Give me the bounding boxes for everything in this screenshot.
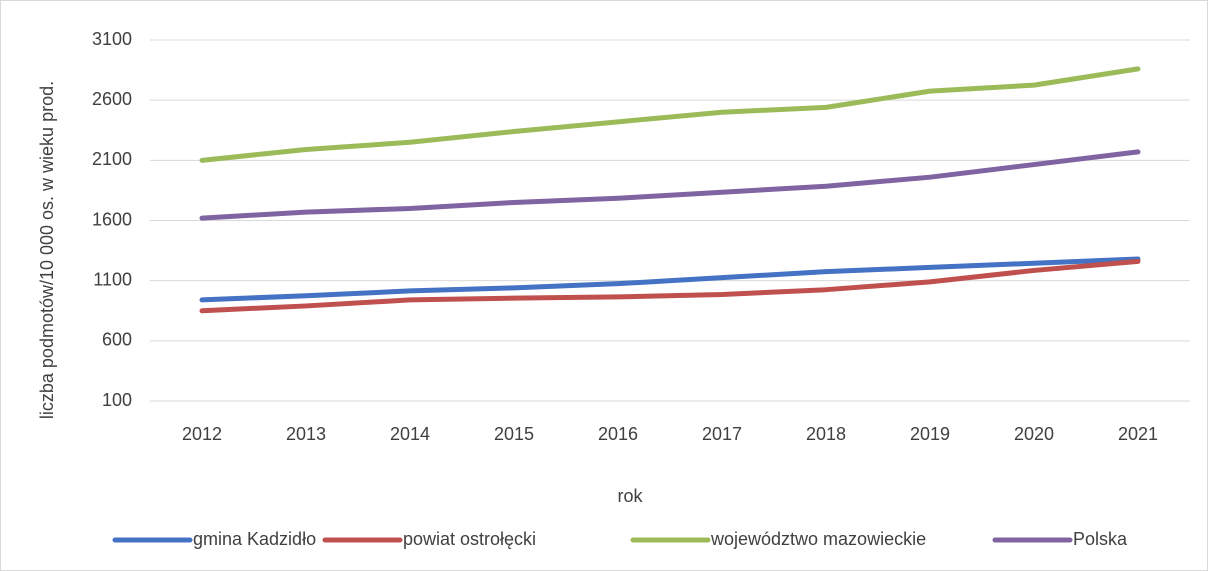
series-line — [199, 66, 1141, 163]
x-tick-label: 2014 — [390, 424, 430, 444]
x-tick-label: 2020 — [1014, 424, 1054, 444]
y-tick-label: 100 — [102, 390, 132, 410]
legend-label: województwo mazowieckie — [710, 529, 926, 549]
x-tick-label: 2013 — [286, 424, 326, 444]
y-tick-label: 2600 — [92, 89, 132, 109]
y-axis-label: liczba podmotów/10 000 os. w wieku prod. — [37, 81, 57, 419]
legend-label: Polska — [1073, 529, 1128, 549]
y-tick-label: 1600 — [92, 209, 132, 229]
series-line — [199, 149, 1141, 221]
y-tick-label: 3100 — [92, 29, 132, 49]
x-tick-label: 2015 — [494, 424, 534, 444]
x-tick-label: 2017 — [702, 424, 742, 444]
x-tick-label: 2021 — [1118, 424, 1158, 444]
legend-label: powiat ostrołęcki — [403, 529, 536, 549]
x-axis-label: rok — [617, 486, 643, 506]
x-tick-label: 2012 — [182, 424, 222, 444]
y-tick-label: 1100 — [93, 269, 132, 289]
legend-label: gmina Kadzidło — [193, 529, 316, 549]
y-tick-label: 2100 — [92, 149, 132, 169]
x-tick-label: 2019 — [910, 424, 950, 444]
x-tick-label: 2016 — [598, 424, 638, 444]
series-line — [199, 258, 1141, 314]
series-line — [199, 256, 1141, 303]
y-tick-label: 600 — [102, 330, 132, 350]
x-tick-label: 2018 — [806, 424, 846, 444]
